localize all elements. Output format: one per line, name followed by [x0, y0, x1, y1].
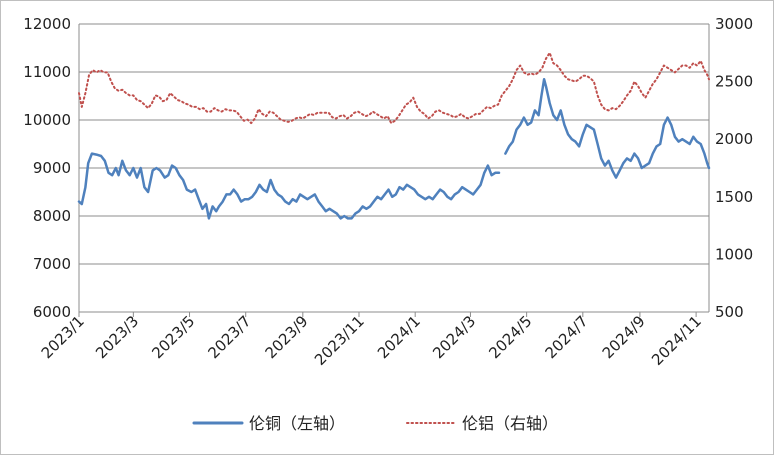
- y-left-tick-label: 7000: [33, 255, 71, 273]
- y-left-tick-label: 8000: [33, 207, 71, 225]
- gridlines: [79, 23, 709, 265]
- series-line-copper: [77, 77, 711, 220]
- y-left-tick-label: 6000: [33, 303, 71, 321]
- y-left-tick-label: 10000: [23, 111, 71, 129]
- legend-label: 伦铝（右轴）: [462, 414, 558, 433]
- y-left-tick-label: 11000: [23, 63, 71, 81]
- legend: 伦铜（左轴） 伦铝（右轴）: [192, 414, 558, 433]
- x-tick-label: 2024/1: [374, 312, 424, 362]
- y-right-tick-label: 2500: [715, 73, 753, 91]
- y-right-tick-label: 1000: [715, 245, 753, 263]
- legend-item-copper: 伦铜（左轴）: [192, 414, 345, 433]
- x-tick-label: 2023/11: [311, 312, 368, 369]
- x-tick-label: 2024/7: [542, 312, 592, 362]
- x-tick-label: 2023/3: [92, 312, 142, 362]
- x-tick-label: 2023/5: [148, 312, 198, 362]
- legend-label: 伦铜（左轴）: [249, 414, 345, 433]
- legend-item-aluminum: 伦铝（右轴）: [406, 414, 558, 433]
- series-line-aluminum: [78, 51, 710, 125]
- y-left-tick-label: 9000: [33, 159, 71, 177]
- series-lines: [77, 51, 711, 220]
- x-tick-label: 2023/9: [262, 312, 312, 362]
- y-left-tick-label: 12000: [23, 15, 71, 33]
- x-tick-label: 2024/3: [429, 312, 479, 362]
- y-right-tick-label: 500: [715, 303, 744, 321]
- x-tick-label: 2024/11: [648, 312, 705, 369]
- y-right-tick-label: 2000: [715, 130, 753, 148]
- x-tick-label: 2023/7: [204, 312, 254, 362]
- y-right-tick-label: 3000: [715, 15, 753, 33]
- y-right-tick-label: 1500: [715, 188, 753, 206]
- x-tick-label: 2024/5: [485, 312, 535, 362]
- x-tick-label: 2024/9: [599, 312, 649, 362]
- axes: [78, 24, 710, 317]
